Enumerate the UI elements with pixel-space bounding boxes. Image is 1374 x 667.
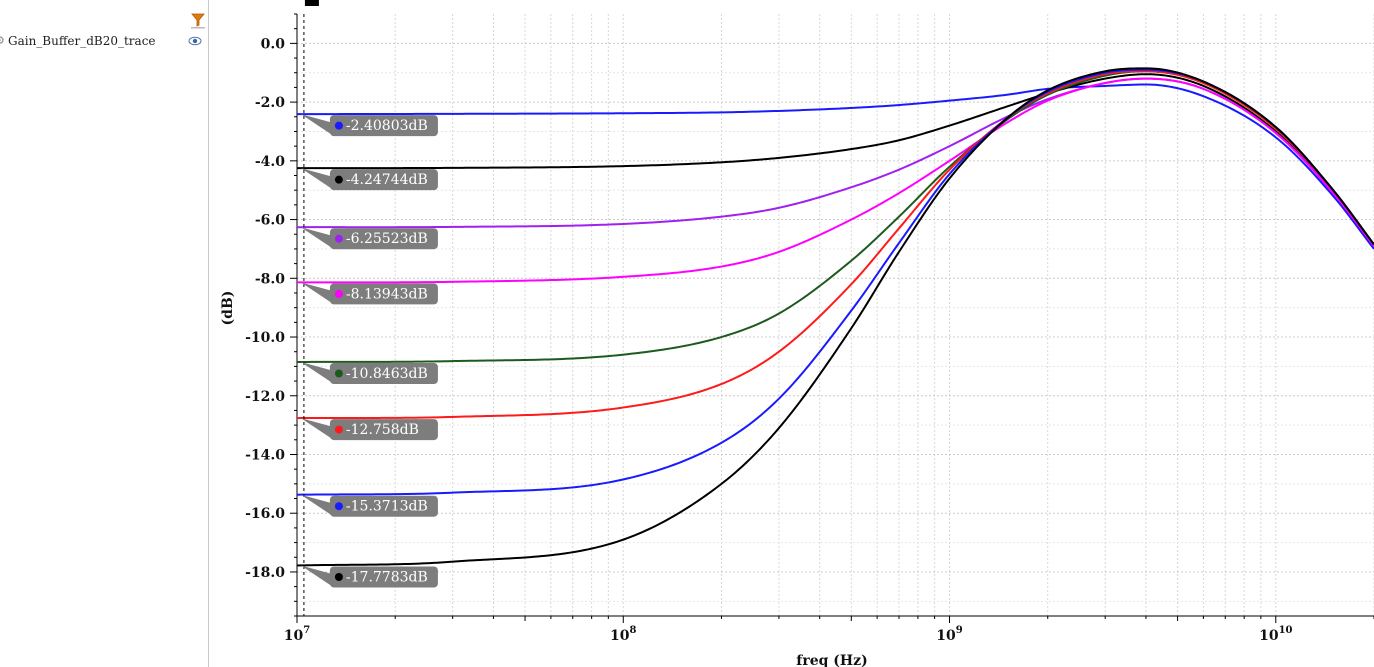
marker-box	[329, 169, 438, 191]
filter-icon[interactable]	[189, 11, 207, 29]
marker-dot	[334, 572, 343, 581]
marker-dot	[334, 234, 343, 243]
gain-chart[interactable]: 0.0-2.0-4.0-6.0-8.0-10.0-12.0-14.0-16.0-…	[210, 0, 1374, 667]
series-line-2	[296, 73, 1374, 247]
series-line-6	[296, 70, 1374, 420]
y-tick-label: -14.0	[245, 447, 285, 463]
marker-label-5: -10.8463dB	[300, 361, 438, 384]
marker-text: -4.24744dB	[346, 172, 428, 188]
marker-dot	[334, 121, 343, 130]
marker-text: -15.3713dB	[346, 499, 428, 515]
y-tick-label: -18.0	[245, 565, 285, 581]
x-axis-title: freq (Hz)	[796, 653, 867, 667]
marker-dot	[334, 502, 343, 511]
marker-pointer	[300, 494, 334, 517]
marker-label-8: -17.7783dB	[300, 565, 438, 588]
x-tick-label: 108	[610, 625, 636, 644]
y-tick-label: -2.0	[255, 95, 285, 111]
trace-panel: ⚙ Gain_Buffer_dB20_trace	[0, 0, 209, 667]
marker-group: -2.40803dB -4.24744dB -6.25523dB -8.13943dB…	[300, 114, 438, 588]
eye-icon[interactable]	[188, 36, 202, 46]
marker-box	[329, 566, 438, 588]
marker-dot	[334, 175, 343, 184]
x-tick-label: 107	[284, 625, 310, 644]
cursor-group[interactable]	[303, 0, 319, 616]
marker-label-3: -6.25523dB	[300, 227, 438, 250]
marker-text: -2.40803dB	[346, 118, 428, 134]
marker-dot	[334, 369, 343, 378]
y-tick-label: -16.0	[245, 506, 285, 522]
marker-dot	[334, 425, 343, 434]
series-line-4	[296, 77, 1374, 284]
marker-text: -17.7783dB	[346, 569, 428, 585]
trace-label: Gain_Buffer_dB20_trace	[8, 34, 156, 48]
series-group	[296, 67, 1374, 567]
y-tick-label: -4.0	[255, 154, 285, 170]
x-tick-label: 109	[936, 625, 962, 644]
marker-pointer	[300, 114, 334, 137]
cursor-handle	[304, 0, 319, 6]
marker-label-4: -8.13943dB	[300, 282, 438, 305]
marker-pointer	[300, 565, 334, 588]
axes: 0.0-2.0-4.0-6.0-8.0-10.0-12.0-14.0-16.0-…	[245, 13, 1374, 644]
series-line-8	[296, 67, 1374, 567]
y-tick-label: -8.0	[255, 271, 285, 287]
y-tick-label: -12.0	[245, 389, 285, 405]
marker-box	[329, 115, 438, 137]
marker-pointer	[300, 418, 334, 441]
marker-label-2: -4.24744dB	[300, 168, 438, 191]
y-tick-label: 0.0	[261, 36, 286, 52]
marker-box	[329, 495, 438, 517]
marker-box	[329, 419, 438, 441]
marker-text: -6.25523dB	[346, 231, 428, 247]
marker-label-6: -12.758dB	[300, 418, 438, 441]
y-axis-title: (dB)	[220, 291, 236, 326]
series-line-1	[296, 83, 1374, 250]
trace-list-item[interactable]: ⚙ Gain_Buffer_dB20_trace	[0, 32, 205, 50]
marker-text: -12.758dB	[346, 422, 419, 438]
y-tick-label: -10.0	[245, 330, 285, 346]
marker-box	[329, 228, 438, 250]
marker-pointer	[300, 282, 334, 305]
marker-pointer	[300, 168, 334, 191]
marker-pointer	[300, 361, 334, 384]
marker-label-7: -15.3713dB	[300, 494, 438, 517]
marker-text: -8.13943dB	[346, 286, 428, 302]
x-tick-label: 1010	[1259, 625, 1292, 644]
marker-pointer	[300, 227, 334, 250]
marker-box	[329, 362, 438, 384]
marker-label-1: -2.40803dB	[300, 114, 438, 137]
y-tick-label: -6.0	[255, 213, 285, 229]
cog-icon: ⚙	[0, 32, 5, 50]
marker-text: -10.8463dB	[346, 366, 428, 382]
marker-box	[329, 283, 438, 305]
marker-dot	[334, 289, 343, 298]
